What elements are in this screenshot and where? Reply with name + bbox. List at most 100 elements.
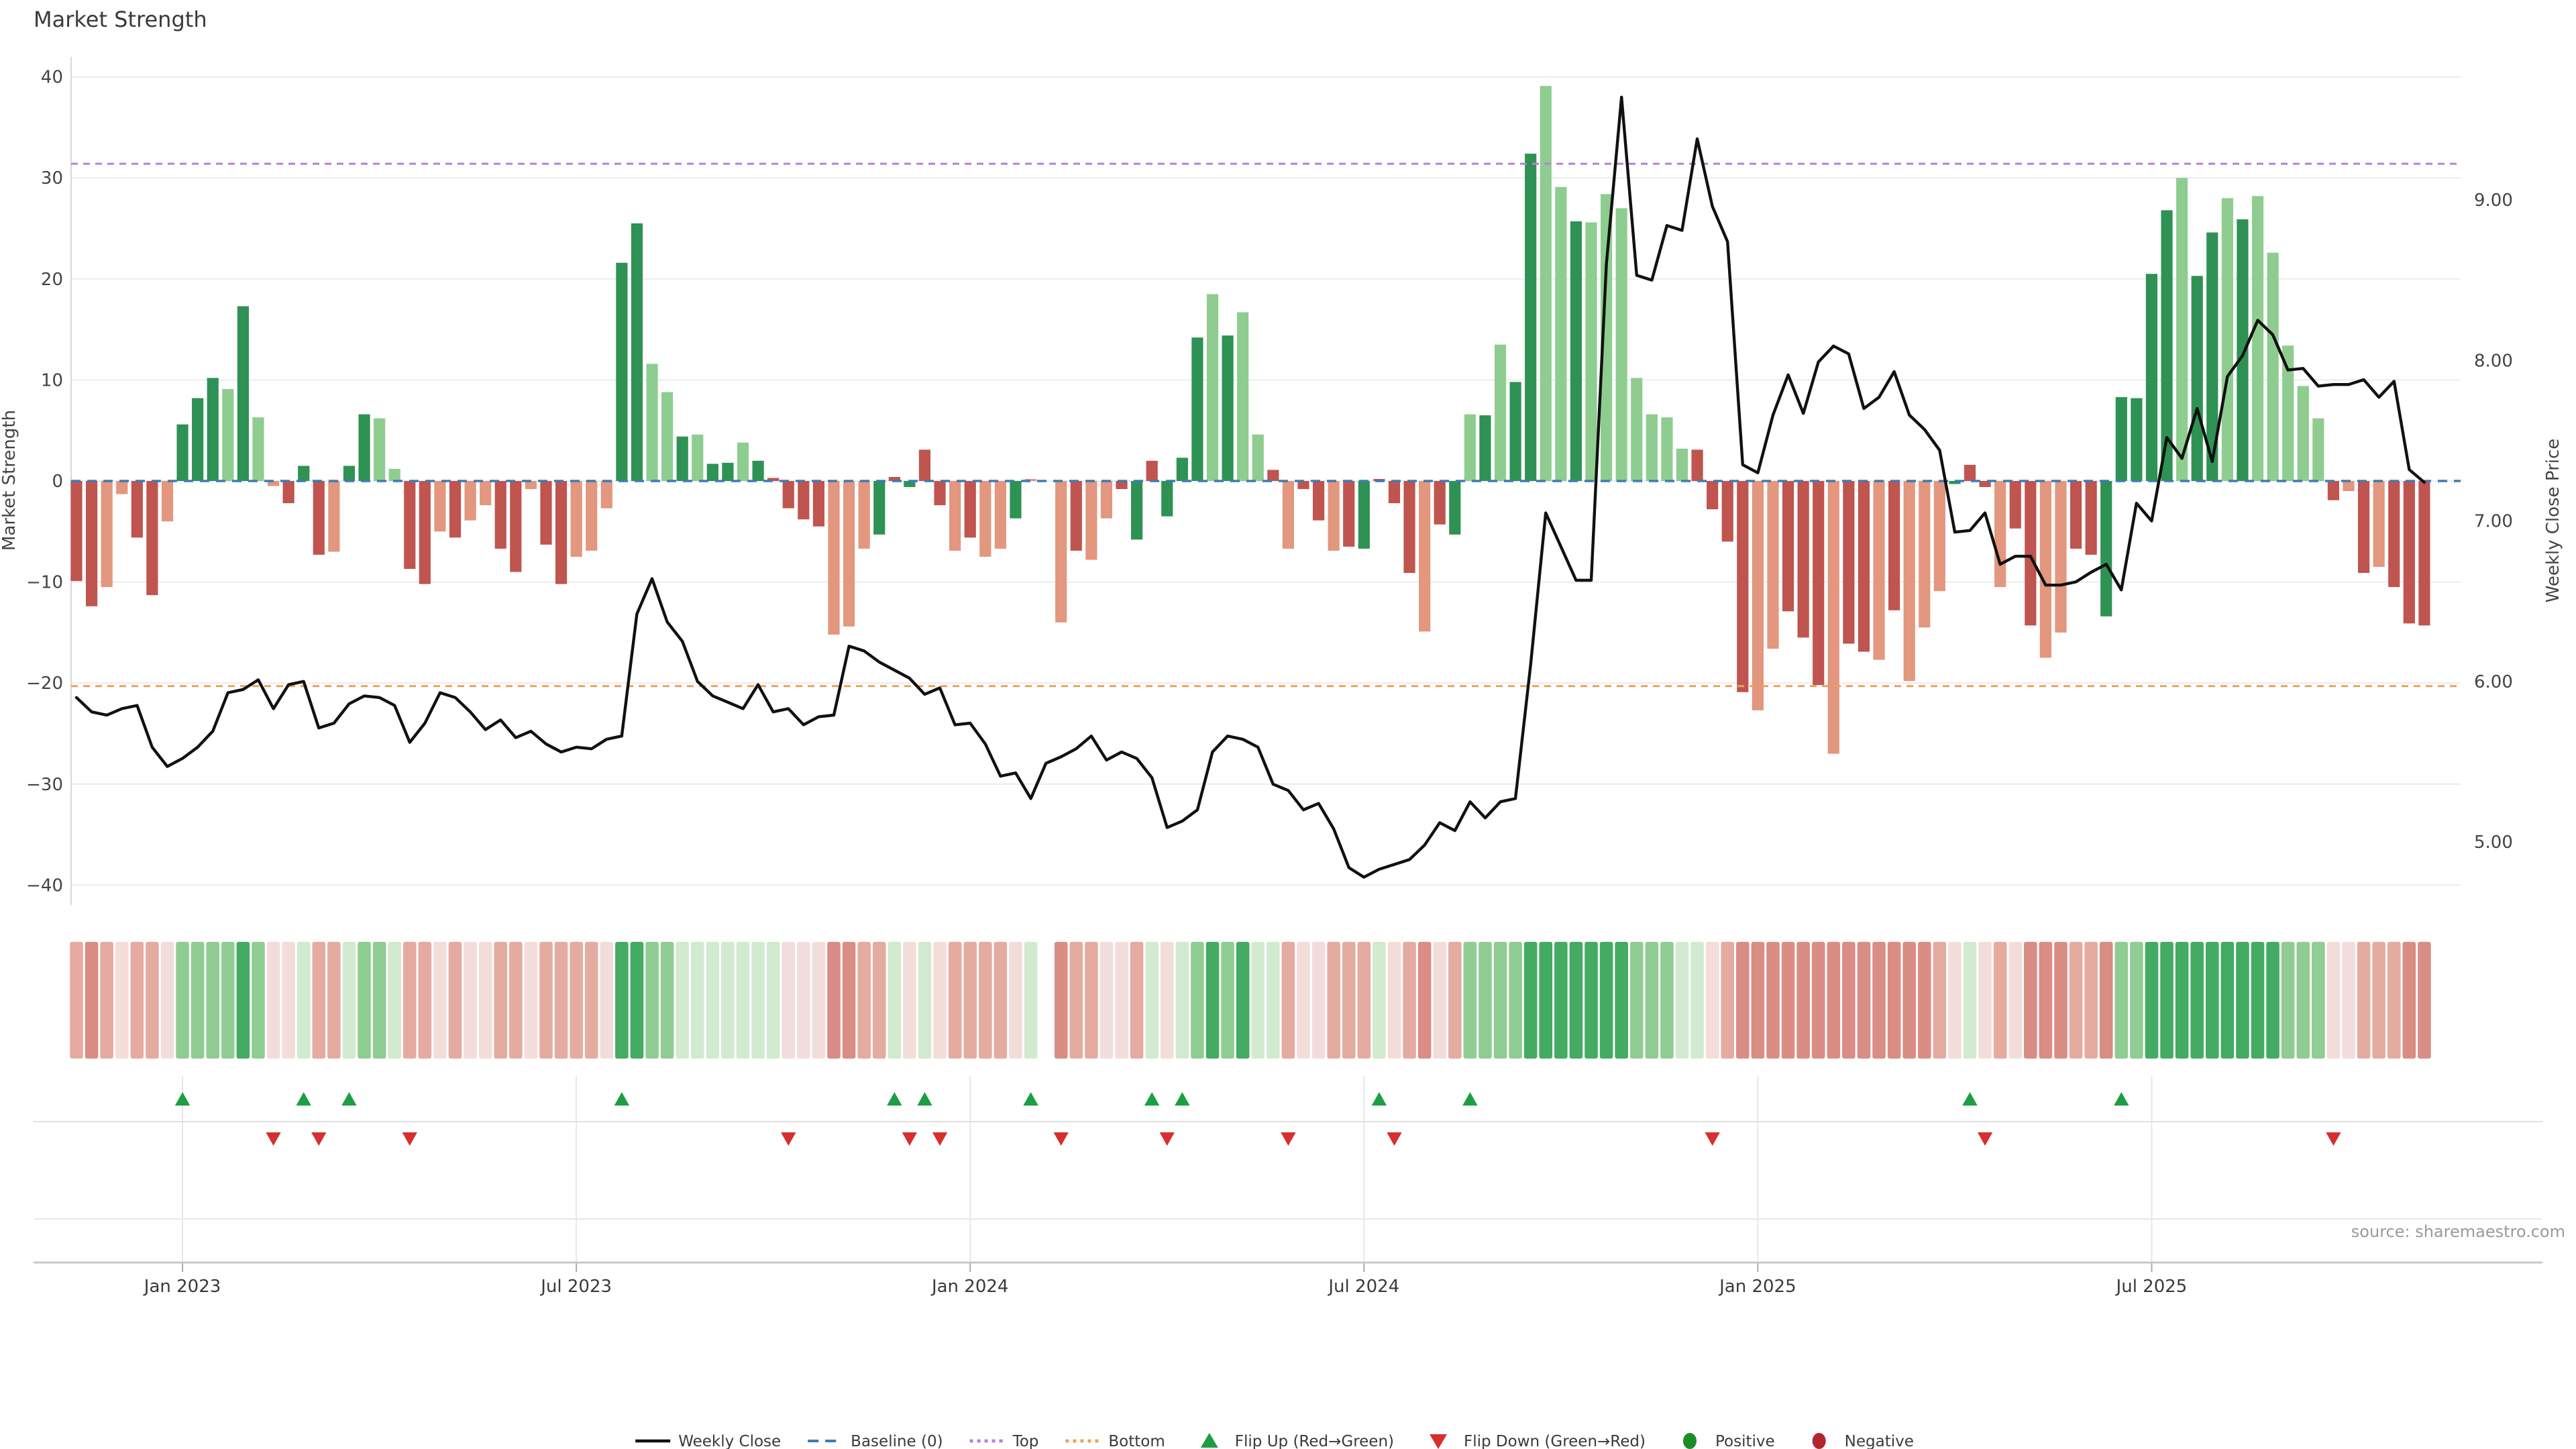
heatmap-cell [903,942,916,1059]
heatmap-cell [509,942,523,1059]
positive-bar [388,468,400,481]
positive-bar [767,478,780,481]
reference-lines [71,162,2461,688]
positive-bar [1570,221,1582,481]
heatmap-cell [842,942,856,1059]
positive-bar [1585,222,1597,481]
legend-item-baseline-0[interactable]: Baseline (0) [808,1433,943,1449]
heatmap-cell [206,942,220,1059]
heatmap-cell [464,942,477,1059]
heatmap-cell [1099,942,1114,1059]
flip-up-marker [887,1092,902,1106]
heatmap-cell [1205,942,1220,1059]
heatmap-cell [690,942,704,1059]
positive-bar [1691,449,1703,481]
heatmap-cell [2145,942,2159,1059]
legend-item-weekly-close[interactable]: Weekly Close [635,1433,781,1449]
heatmap-cell [2099,942,2113,1059]
legend-item-top[interactable]: Top [969,1433,1039,1449]
legend-item-flip-up-red-green[interactable]: Flip Up (Red→Green) [1200,1433,1394,1449]
left-axis-tick: 40 [41,68,63,88]
heatmap-cell [433,942,447,1059]
negative-bar [2039,481,2051,658]
negative-bar [1752,481,1764,710]
legend-item-bottom[interactable]: Bottom [1065,1433,1165,1449]
heatmap-cell [630,942,644,1059]
flip-up-marker [1371,1092,1387,1106]
heatmap-cell [191,942,205,1059]
axes-labels: 40 30 20 10 0 −10 −20 −30 −40 9.00 8.00 7.00 6.00 5.0… [26,68,2513,1297]
flip-down-marker [1977,1132,1993,1146]
heatmap-cell [1221,942,1234,1059]
negative-bar [1903,481,1915,682]
heatmap-cell [1629,942,1644,1059]
positive-bar [1252,434,1264,481]
heatmap-cell [266,942,280,1059]
positive-bar [1661,417,1673,481]
negative-bar [404,481,416,570]
heatmap-cell [2008,942,2023,1059]
negative-bar [812,481,825,527]
negative-bar [480,481,492,506]
negative-bar [858,481,870,549]
heatmap-cell [494,942,508,1059]
flip-down-marker [932,1132,948,1146]
positive-bar [1555,186,1567,481]
positive-bar [2282,345,2294,481]
heatmap-cell [1479,942,1492,1059]
heatmap-cell [342,942,356,1059]
heatmap-cell [1009,942,1022,1059]
negative-bar [1010,481,1022,519]
positive-bar [2131,398,2143,481]
heatmap-cell [2130,942,2143,1059]
positive-bar [676,436,688,481]
heatmap-cell [1675,942,1689,1059]
heatmap-cell [1509,942,1522,1059]
x-axis-date-label: Jan 2023 [143,1277,221,1297]
left-axis-tick: −40 [26,875,63,896]
legend-item-flip-down-green-red[interactable]: Flip Down (Green→Red) [1430,1433,1646,1449]
heatmap-cell [721,942,735,1059]
negative-bar [1797,481,1809,638]
heatmap-cell [584,942,598,1059]
legend-item-negative[interactable]: Negative [1812,1433,1914,1449]
heatmap-cell [1857,942,1871,1059]
flip-down-marker [311,1132,327,1146]
positive-bar [661,392,674,481]
heatmap-cell [1160,942,1174,1059]
heatmap-cell [979,942,992,1059]
heatmap-cell [1796,942,1810,1059]
heatmap-cell [388,942,401,1059]
heatmap-cell [312,942,326,1059]
legend-item-label: Positive [1715,1433,1775,1449]
positive-bar [374,418,386,481]
heatmap-cell [2236,942,2249,1059]
heatmap-cell [2342,942,2355,1059]
heatmap-cell [1191,942,1204,1059]
heatmap-cell [2296,942,2310,1059]
right-axis-tick: 5.00 [2474,833,2513,853]
positive-bar [2176,178,2188,481]
positive-bar [888,476,900,481]
positive-bar [1676,448,1688,481]
flip-up-marker [1175,1092,1190,1106]
heatmap-cell [130,942,144,1059]
negative-bar [464,481,476,521]
heatmap-cell [1387,942,1401,1059]
right-axis-tick: 7.00 [2474,512,2513,532]
positive-bar [1024,478,1037,481]
legend-item-positive[interactable]: Positive [1682,1433,1775,1449]
negative-bar [510,481,522,572]
heatmap-cell [1175,942,1189,1059]
negative-bar [313,481,325,555]
heatmap-cell [676,942,689,1059]
negative-bar [570,481,582,557]
negative-bar [1358,481,1370,549]
heatmap-cell [539,942,553,1059]
positive-bar [646,364,658,481]
flip-down-marker [402,1132,417,1146]
heatmap-cell [1448,942,1462,1059]
heatmap-cell [418,942,432,1059]
left-axis-label: Market Strength [0,410,19,551]
flip-down-marker [1705,1132,1720,1146]
